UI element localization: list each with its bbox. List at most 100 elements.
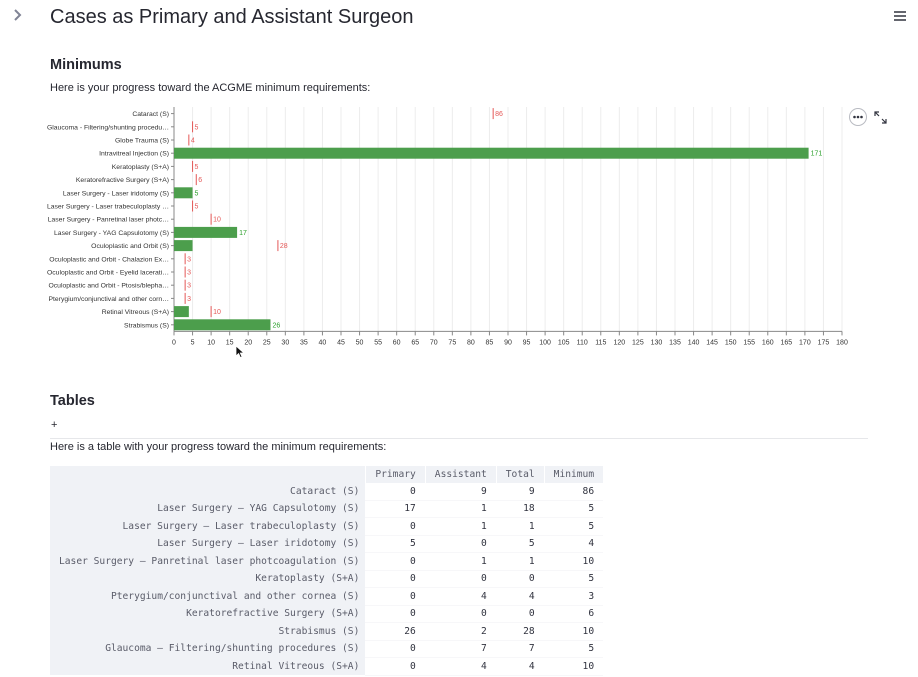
tables-intro: Here is a table with your progress towar… — [50, 441, 387, 453]
x-tick-label: 80 — [467, 339, 475, 346]
table-cell: 5 — [365, 535, 426, 553]
table-cell: 0 — [365, 552, 426, 571]
table-cell: 18 — [495, 500, 545, 518]
x-tick-label: 55 — [374, 339, 382, 346]
more-horizontal-icon[interactable] — [849, 108, 867, 126]
table-cell: 9 — [495, 483, 545, 501]
page-title: Cases as Primary and Assistant Surgeon — [50, 6, 414, 28]
minimum-label: 3 — [187, 283, 191, 290]
expand-icon[interactable] — [874, 111, 887, 124]
column-header[interactable]: Assistant — [424, 466, 497, 483]
x-tick-label: 165 — [780, 339, 792, 346]
x-tick-label: 20 — [244, 339, 252, 346]
progress-bar — [174, 147, 809, 159]
row-label: Laser Surgery – Panretinal laser photcoa… — [50, 552, 366, 570]
minimum-label: 10 — [213, 309, 221, 316]
table-cell: 1 — [424, 517, 497, 536]
table-cell: 4 — [495, 587, 545, 606]
minimum-label: 28 — [280, 243, 288, 250]
x-tick-label: 50 — [356, 339, 364, 346]
table-cell: 1 — [424, 552, 497, 571]
minimum-label: 86 — [495, 111, 503, 118]
y-tick-label: Intravitreal Injection (S) — [99, 151, 169, 158]
minimums-heading: Minimums — [50, 57, 122, 73]
x-tick-label: 10 — [207, 339, 215, 346]
tables-expander[interactable]: + — [50, 419, 868, 439]
row-label: Laser Surgery – Laser iridotomy (S) — [50, 535, 366, 553]
bar-value-label: 171 — [811, 151, 823, 158]
row-label: Strabismus (S) — [50, 622, 366, 640]
row-label: Keratorefractive Surgery (S+A) — [50, 605, 366, 623]
y-tick-label: Retinal Vitreous (S+A) — [102, 309, 169, 316]
table-cell: 4 — [495, 657, 545, 676]
table-row: Keratorefractive Surgery (S+A) 0 0 0 6 — [50, 605, 604, 623]
x-tick-label: 150 — [725, 339, 737, 346]
column-header[interactable]: Minimum — [543, 466, 604, 483]
table-cell: 5 — [543, 640, 604, 658]
y-tick-label: Globe Trauma (S) — [115, 138, 169, 145]
row-label: Keratoplasty (S+A) — [50, 570, 366, 588]
chevron-right-icon[interactable] — [9, 7, 25, 23]
table-row: Pterygium/conjunctival and other cornea … — [50, 587, 604, 606]
table-row: Retinal Vitreous (S+A) 0 4 4 10 — [50, 657, 604, 676]
progress-bar — [174, 187, 193, 199]
x-tick-label: 40 — [319, 339, 327, 346]
y-tick-label: Oculoplastic and Orbit - Ptosis/blepha… — [48, 283, 169, 290]
x-tick-label: 125 — [632, 339, 644, 346]
table-cell: 0 — [365, 640, 426, 658]
column-header[interactable]: Total — [495, 466, 545, 483]
y-tick-label: Cataract (S) — [132, 111, 169, 118]
table-cell: 1 — [495, 552, 545, 571]
table-cell: 9 — [424, 483, 497, 501]
table-cell: 4 — [424, 587, 497, 606]
tables-heading: Tables — [50, 393, 95, 409]
x-tick-label: 170 — [799, 339, 811, 346]
x-tick-label: 155 — [743, 339, 755, 346]
column-header[interactable]: Primary — [365, 466, 426, 483]
table-cell: 5 — [495, 535, 545, 553]
x-tick-label: 75 — [448, 339, 456, 346]
table-header-row: Primary Assistant Total Minimum — [50, 466, 604, 483]
table-cell: 10 — [543, 552, 604, 571]
x-tick-label: 45 — [337, 339, 345, 346]
progress-bar — [174, 306, 189, 318]
table-cell: 0 — [495, 605, 545, 623]
expander-plus-icon[interactable]: + — [51, 419, 58, 431]
x-tick-label: 180 — [836, 339, 848, 346]
x-tick-label: 160 — [762, 339, 774, 346]
y-tick-label: Keratorefractive Surgery (S+A) — [76, 177, 169, 184]
progress-bar — [174, 226, 238, 238]
x-tick-label: 175 — [818, 339, 830, 346]
x-tick-label: 70 — [430, 339, 438, 346]
table-row: Laser Surgery – Laser trabeculoplasty (S… — [50, 517, 604, 536]
minimum-label: 5 — [195, 204, 199, 211]
table-row: Strabismus (S) 26 2 28 10 — [50, 622, 604, 641]
table-row: Cataract (S) 0 9 9 86 — [50, 483, 604, 501]
table-cell: 0 — [424, 605, 497, 623]
table-cell: 10 — [543, 657, 604, 676]
y-tick-label: Pterygium/conjunctival and other corn… — [48, 296, 169, 303]
table-cell: 4 — [543, 535, 604, 553]
table-cell: 5 — [543, 500, 604, 518]
mouse-cursor-icon — [235, 345, 245, 359]
x-tick-label: 30 — [281, 339, 289, 346]
hamburger-menu-icon[interactable] — [893, 9, 907, 23]
progress-bar — [174, 319, 271, 331]
table-cell: 0 — [365, 657, 426, 676]
y-tick-label: Laser Surgery - YAG Capsulotomy (S) — [54, 230, 169, 237]
minimum-label: 3 — [187, 256, 191, 263]
table-cell: 0 — [365, 570, 426, 588]
minimums-table: Primary Assistant Total Minimum Cataract… — [50, 466, 604, 676]
x-tick-label: 140 — [688, 339, 700, 346]
table-cell: 7 — [424, 640, 497, 658]
table-cell: 5 — [543, 517, 604, 536]
table-cell: 1 — [495, 517, 545, 536]
bar-value-label: 5 — [195, 190, 199, 197]
table-cell: 0 — [495, 570, 545, 588]
x-tick-label: 95 — [523, 339, 531, 346]
x-tick-label: 85 — [486, 339, 494, 346]
x-tick-label: 135 — [669, 339, 681, 346]
table-cell: 3 — [543, 587, 604, 606]
row-label: Laser Surgery – Laser trabeculoplasty (S… — [50, 517, 366, 535]
x-tick-label: 105 — [558, 339, 570, 346]
